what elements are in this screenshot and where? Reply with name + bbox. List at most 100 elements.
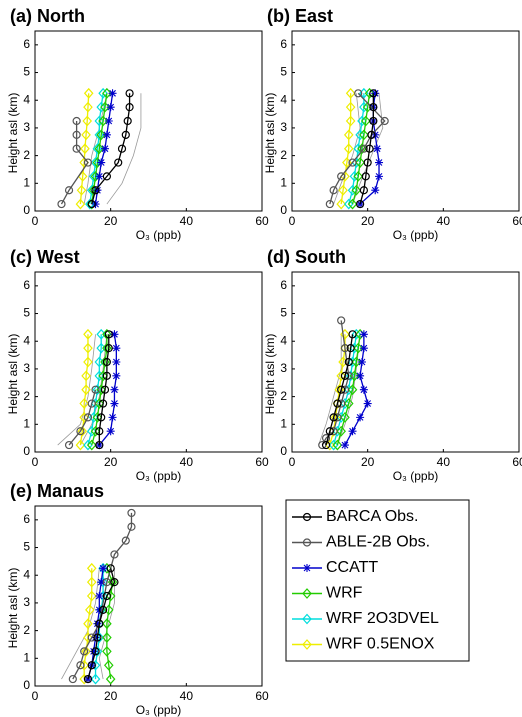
marker [83,342,93,354]
marker [90,398,101,409]
marker [86,576,97,588]
marker [76,661,85,670]
marker [343,198,354,210]
plot-area [34,271,263,453]
marker [92,411,103,423]
marker [98,399,108,408]
profile-line [325,334,354,446]
marker [85,604,95,616]
marker [75,439,86,451]
marker [351,328,362,340]
profile-line [72,512,133,680]
marker [89,647,98,656]
x-tick-label: 40 [180,455,194,469]
marker [100,101,110,113]
obs-range [352,93,384,205]
marker [97,158,106,167]
y-tick-label: 2 [23,623,30,637]
plot-area [34,505,263,687]
y-tick-label: 2 [23,389,30,403]
panel-title: (e) Manaus [10,481,104,501]
marker [83,101,93,113]
profile-line [98,334,110,446]
marker [108,89,117,98]
marker [98,605,108,614]
marker [93,633,102,642]
marker [83,413,93,422]
marker [68,674,77,684]
marker [110,330,119,339]
marker [102,357,111,367]
y-tick-label: 3 [280,361,287,375]
marker [95,592,104,600]
x-tick-label: 40 [180,689,194,703]
marker [91,647,100,656]
marker [102,618,112,630]
marker [353,170,364,182]
y-tick-label: 4 [280,333,287,347]
marker [356,200,365,209]
marker [87,399,96,408]
marker [83,618,93,630]
marker [345,87,356,99]
marker [110,550,119,559]
y-tick-label: 5 [280,306,287,320]
marker [82,115,93,127]
marker [86,562,97,574]
y-tick-label: 6 [280,278,287,292]
y-tick-label: 4 [23,92,30,106]
marker [96,129,107,141]
marker [106,427,115,436]
panel-title: (b) East [267,6,333,26]
marker [348,158,357,167]
marker [81,370,91,382]
marker [347,184,358,196]
x-tick-label: 60 [255,455,269,469]
marker [94,115,105,127]
marker [345,101,356,113]
marker [110,578,119,587]
marker [355,157,365,168]
marker [353,342,364,354]
y-tick-label: 2 [23,148,30,162]
marker [356,371,365,380]
x-tick-label: 60 [255,214,269,228]
panel-title: (c) West [10,247,80,267]
x-tick-label: 0 [32,689,39,703]
legend-label: CCATT [326,559,378,576]
marker [108,413,117,422]
marker [340,398,350,409]
y-tick-label: 5 [23,306,30,320]
y-tick-label: 5 [23,65,30,79]
marker [80,647,89,656]
x-tick-label: 20 [104,689,118,703]
marker [79,398,89,409]
marker [95,441,104,450]
x-tick-label: 40 [180,214,194,228]
marker [83,439,93,451]
obs-range [106,93,142,205]
x-axis-label: O₃ (ppb) [136,703,182,717]
legend-label: WRF 2O3DVEL [326,610,439,627]
y-tick-label: 4 [280,92,287,106]
marker [83,328,93,340]
plot-area [34,30,263,212]
x-tick-label: 40 [437,214,451,228]
legend-box [285,499,470,662]
marker [114,158,123,167]
marker [338,184,348,196]
y-tick-label: 2 [280,389,287,403]
marker [112,371,121,380]
marker [343,398,354,409]
marker [98,87,108,99]
x-tick-label: 0 [32,214,39,228]
marker [337,316,346,325]
marker [348,427,357,436]
marker [361,172,370,181]
y-tick-label: 0 [280,203,287,217]
y-tick-label: 0 [23,444,30,458]
y-tick-label: 3 [23,595,30,609]
obs-range [318,334,342,446]
marker [105,673,116,685]
marker [343,384,354,396]
